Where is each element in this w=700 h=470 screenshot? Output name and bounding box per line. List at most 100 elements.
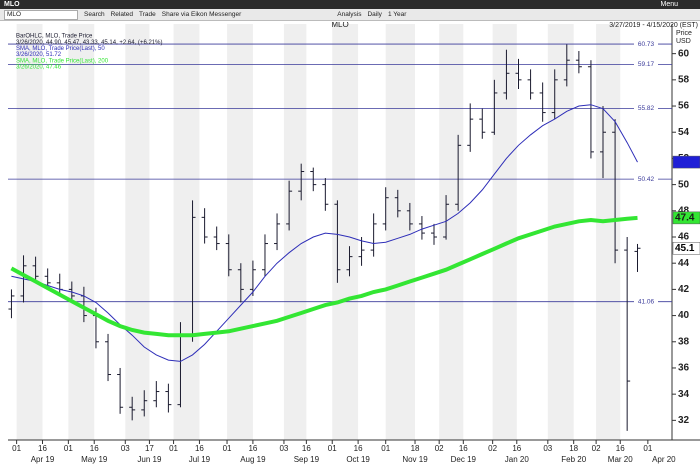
month-label: Apr 20 xyxy=(652,455,676,464)
x-tick-label: 01 xyxy=(223,444,232,453)
band xyxy=(385,24,416,440)
band xyxy=(16,24,43,440)
x-tick-label: 01 xyxy=(12,444,21,453)
month-label: Sep 19 xyxy=(294,455,320,464)
x-tick-label: 03 xyxy=(121,444,130,453)
y-tick-label: 38 xyxy=(678,336,690,347)
level-label: 60.73 xyxy=(638,41,655,48)
price-box xyxy=(672,242,700,255)
y-tick-label: 32 xyxy=(678,415,690,426)
menu[interactable]: Menu xyxy=(660,1,678,8)
y-tick-label: 42 xyxy=(678,284,690,295)
x-tick-label: 16 xyxy=(90,444,99,453)
x-tick-label: 17 xyxy=(145,444,154,453)
x-tick-label: 02 xyxy=(592,444,601,453)
band xyxy=(596,24,621,440)
band xyxy=(332,24,359,440)
y-tick-label: 58 xyxy=(678,74,690,85)
toolbar-item[interactable]: Trade xyxy=(139,11,156,18)
band xyxy=(227,24,253,440)
y-tick-label: 34 xyxy=(678,389,690,400)
month-label: Jul 19 xyxy=(189,455,211,464)
window-title: MLO xyxy=(4,1,20,8)
y-tick-label: 36 xyxy=(678,363,690,374)
price-box xyxy=(672,211,700,225)
date-range: 3/27/2019 - 4/15/2020 (EST) xyxy=(609,22,698,29)
band xyxy=(283,24,307,440)
toolbar-item[interactable]: Daily xyxy=(367,11,382,18)
band xyxy=(125,24,150,440)
title-bar: MLO Menu xyxy=(0,0,700,9)
x-tick-label: 01 xyxy=(328,444,337,453)
band xyxy=(68,24,95,440)
sma-line xyxy=(11,104,638,362)
legend-text: 3/26/2020, 51.72 xyxy=(16,52,62,58)
x-tick-label: 16 xyxy=(38,444,47,453)
x-tick-label: 18 xyxy=(411,444,420,453)
month-label: Dec 19 xyxy=(451,455,477,464)
y-tick-label: 50 xyxy=(678,179,690,190)
y-tick-label: 54 xyxy=(678,127,690,138)
ric-input[interactable]: MLO xyxy=(4,10,78,20)
month-label: Apr 19 xyxy=(31,455,55,464)
toolbar-item[interactable]: Related xyxy=(110,11,134,18)
y-axis-unit: USD xyxy=(676,38,691,45)
x-tick-label: 18 xyxy=(569,444,578,453)
toolbar-item[interactable]: Share via Eikon Messenger xyxy=(161,11,242,18)
month-label: Jan 20 xyxy=(505,455,530,464)
x-tick-label: 16 xyxy=(248,444,257,453)
band xyxy=(492,24,517,440)
x-tick-label: 02 xyxy=(435,444,444,453)
legend-text: SMA, MLO, Trade Price(Last), 200 xyxy=(16,58,109,64)
x-tick-label: 16 xyxy=(302,444,311,453)
y-tick-label: 48 xyxy=(678,205,690,216)
month-label: May 19 xyxy=(81,455,108,464)
y-tick-label: 40 xyxy=(678,310,690,321)
x-tick-label: 16 xyxy=(459,444,468,453)
level-label-bg xyxy=(634,40,658,49)
toolbar: MLO Search Related Trade Share via Eikon Me… xyxy=(0,9,700,21)
x-tick-label: 03 xyxy=(543,444,552,453)
legend-text: SMA, MLO, Trade Price(Last), 50 xyxy=(16,46,105,52)
x-tick-label: 16 xyxy=(195,444,204,453)
level-label: 50.42 xyxy=(638,176,655,183)
price-box-label: 47.4 xyxy=(675,213,695,224)
level-label: 59.17 xyxy=(638,61,655,68)
month-label: Feb 20 xyxy=(561,455,586,464)
y-axis-label: Price xyxy=(676,30,692,37)
x-tick-label: 03 xyxy=(279,444,288,453)
toolbar-item[interactable]: 1 Year xyxy=(387,11,407,18)
x-tick-label: 01 xyxy=(64,444,73,453)
level-label: 55.82 xyxy=(638,105,655,112)
toolbar-item[interactable]: Search xyxy=(84,11,105,18)
legend-text: 3/26/2020, 47.46 xyxy=(16,65,62,71)
band xyxy=(547,24,574,440)
x-tick-label: 02 xyxy=(488,444,497,453)
price-box-label: 45.1 xyxy=(675,243,695,254)
x-tick-label: 16 xyxy=(616,444,625,453)
band xyxy=(439,24,464,440)
sma-line xyxy=(10,215,638,338)
month-label: Jun 19 xyxy=(137,455,162,464)
month-label: Mar 20 xyxy=(608,455,633,464)
x-tick-label: 16 xyxy=(512,444,521,453)
x-tick-label: 01 xyxy=(169,444,178,453)
month-label: Oct 19 xyxy=(346,455,370,464)
legend-text: 3/26/2020, 44.90, 45.47, 43.33, 45.14, +… xyxy=(16,40,162,46)
y-tick-label: 60 xyxy=(678,48,690,59)
price-box-label: 51.7 xyxy=(675,157,695,168)
x-tick-label: 01 xyxy=(643,444,652,453)
month-label: Aug 19 xyxy=(240,455,266,464)
toolbar-item[interactable]: Analysis xyxy=(337,11,362,18)
band xyxy=(173,24,200,440)
level-label: 41.06 xyxy=(638,298,655,305)
level-label-bg xyxy=(634,60,658,69)
x-tick-label: 16 xyxy=(354,444,363,453)
legend-text: BarOHLC, MLO, Trade Price xyxy=(16,34,93,40)
level-label-bg xyxy=(634,104,658,113)
y-tick-label: 56 xyxy=(678,101,690,112)
level-label-bg xyxy=(634,175,658,184)
chart: MLO 3/27/2019 - 4/15/2020 (EST) 32 34 36 38 40… xyxy=(8,22,700,464)
price-box xyxy=(672,155,700,169)
